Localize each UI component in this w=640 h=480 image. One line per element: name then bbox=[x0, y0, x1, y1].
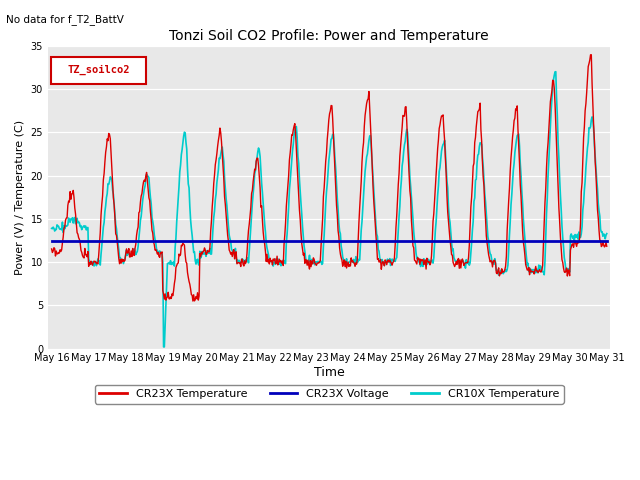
Title: Tonzi Soil CO2 Profile: Power and Temperature: Tonzi Soil CO2 Profile: Power and Temper… bbox=[170, 29, 489, 43]
Text: TZ_soilco2: TZ_soilco2 bbox=[67, 65, 130, 75]
Legend: CR23X Temperature, CR23X Voltage, CR10X Temperature: CR23X Temperature, CR23X Voltage, CR10X … bbox=[95, 385, 564, 404]
X-axis label: Time: Time bbox=[314, 366, 344, 379]
Text: No data for f_T2_BattV: No data for f_T2_BattV bbox=[6, 14, 124, 25]
Y-axis label: Power (V) / Temperature (C): Power (V) / Temperature (C) bbox=[15, 120, 25, 275]
FancyBboxPatch shape bbox=[51, 57, 147, 84]
